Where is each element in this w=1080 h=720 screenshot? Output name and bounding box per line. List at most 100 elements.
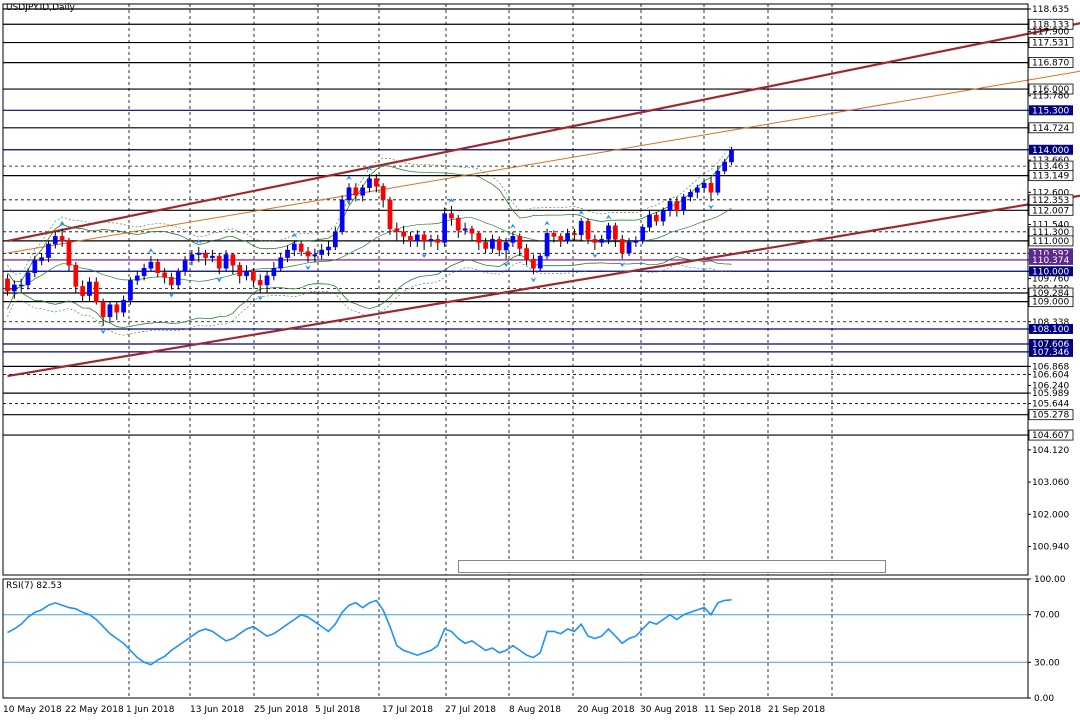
candle-body [298,243,304,252]
price-frame [2,3,1029,576]
candle-body [353,187,359,196]
y-tick-label: 100.940 [1032,542,1069,552]
candle-body [25,272,31,286]
y-tick-label: 114.000 [1032,146,1069,156]
candle-body [39,257,44,261]
candle-body [449,213,454,219]
candle-body [537,255,543,269]
candle-body [524,248,529,260]
y-label-box [1028,204,1074,216]
candle-body [496,239,502,251]
y-tick-label: 106.868 [1032,362,1069,372]
fractal-up-icon [346,175,352,181]
candle-body [572,233,577,236]
candle-body [633,240,639,243]
rsi-line [7,599,732,666]
candle-body [332,231,338,248]
y-tick-label: 106.240 [1032,381,1069,391]
y-tick-label: 107.346 [1032,348,1069,358]
candle-body [278,257,284,269]
fractal-down-icon [503,262,510,268]
y-label-box [1029,144,1073,155]
y-label-box [1028,57,1074,69]
candle-body [305,251,311,257]
y-tick-label: 107.606 [1032,340,1069,350]
fractal-down-icon [591,253,598,259]
candle-body [387,199,393,230]
bollinger-middle [7,207,732,292]
y-tick-label: 118.635 [1032,5,1069,15]
fractal-down-icon [257,295,264,301]
candle-body [715,170,721,193]
y-label-box [1029,338,1073,349]
y-label-box [1029,248,1073,259]
candle-body [660,210,666,222]
y-tick-label: 102.000 [1032,510,1069,520]
y-tick-label: 115.300 [1032,106,1069,116]
candle-body [346,187,352,201]
y-tick-label: 108.338 [1032,318,1069,328]
candle-body [134,275,140,281]
y-label-box [1028,409,1074,421]
fractal-down-icon [619,262,626,268]
candle-body [544,233,550,257]
y-tick-label: 109.284 [1032,289,1069,299]
candle-body [373,178,379,187]
candle-body [367,178,372,189]
y-tick-label: 103.060 [1032,478,1069,488]
x-tick-label: 10 May 2018 [3,705,62,715]
y-tick-label: 105.989 [1032,389,1069,399]
candle-body [107,304,113,318]
candle-body [203,252,208,258]
y-label-box [1029,323,1073,334]
y-tick-label: 109.760 [1032,275,1069,285]
fractal-up-icon [544,220,551,226]
candle-body [162,272,167,278]
candle-body [476,233,482,243]
x-tick-label: 21 Sep 2018 [768,705,825,715]
candle-body [230,254,236,266]
candle-body [5,278,10,292]
x-tick-label: 11 Sep 2018 [704,705,761,715]
rsi-panel [3,579,1028,698]
y-tick-label: 117.531 [1032,39,1069,49]
y-tick-label: 118.133 [1032,20,1069,30]
candle-body [640,226,646,242]
rsi-frame [2,578,1029,699]
y-tick-label: 105.644 [1032,400,1069,410]
candle-body [435,239,441,243]
candle-body [708,182,714,193]
candle-body [729,149,734,163]
y-label-box [1028,296,1074,308]
y-label-box [1028,429,1074,441]
candle-body [182,260,188,272]
candle-body [66,240,72,266]
x-tick-label: 5 Jul 2018 [315,705,360,715]
x-tick-label: 13 Jun 2018 [190,705,244,715]
fractal-down-icon [100,328,107,334]
candle-body [647,214,652,228]
candle-body [360,187,366,196]
candle-body [674,201,680,211]
y-tick-label: 110.592 [1032,249,1069,259]
y-tick-label: 108.100 [1032,325,1069,335]
x-tick-label: 30 Aug 2018 [640,705,698,715]
candle-body [599,239,605,243]
fractal-up-icon [578,210,585,216]
candle-body [688,192,693,198]
y-tick-label: 116.000 [1032,85,1069,95]
candle-body [578,220,584,236]
channel-upper [7,22,1080,242]
candle-body [619,239,625,254]
candle-body [442,213,447,243]
rsi-y-tick-label: 30.00 [1034,658,1060,668]
candle-body [483,242,488,249]
candle-body [237,264,243,277]
candle-body [428,239,434,242]
y-tick-label: 114.724 [1032,124,1069,134]
candle-body [216,255,222,269]
candle-body [585,220,591,240]
envelope-lower [7,261,732,336]
